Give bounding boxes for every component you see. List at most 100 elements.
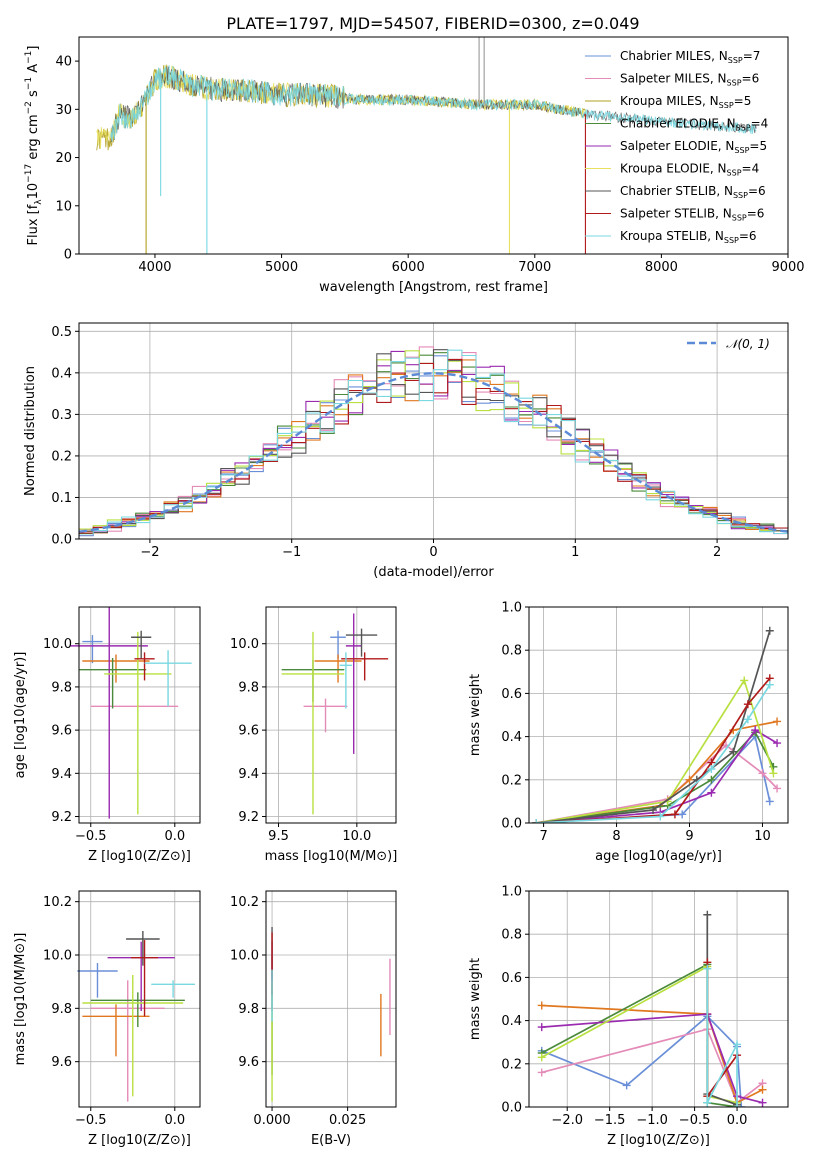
spectrum-frame: 4000 5000 6000 7000 8000 9000 0 10 20 30 40 [55, 36, 805, 275]
y-tick-label: 1.0 [501, 601, 522, 616]
age-vs-Z-ylabel: age [log10(age/yr)] [13, 652, 28, 779]
x-tick-label: 9 [685, 829, 693, 844]
y-tick-label: 9.8 [238, 680, 259, 695]
legend-nssp: =5 [734, 94, 752, 108]
weight-marker [758, 1098, 767, 1107]
age-vs-Z-xlabel: Z [log10(Z/Z⊙)] [88, 849, 191, 864]
mass-vs-Z-xlabel: Z [log10(Z/Z⊙)] [88, 1133, 191, 1148]
legend-nssp: =6 [748, 184, 766, 198]
legend-sub: SSP [734, 146, 749, 155]
legend-gauss-label: 𝒩(0, 1) [726, 337, 770, 351]
ylabel-part: s [26, 90, 41, 101]
spectrum-ylabel: Flux [fλ10−17 erg cm−2 s−1 A−1] [24, 46, 44, 246]
axes-frame [78, 606, 201, 824]
age-vs-mass-axes [266, 607, 396, 823]
legend-sub: SSP [728, 56, 743, 65]
y-tick-label: 40 [55, 55, 72, 70]
x-tick-label: 0.025 [329, 1113, 366, 1128]
spectrum-line-kroupa-stelib [110, 65, 757, 142]
legend-entry: Kroupa MILES, NSSP=5 [620, 94, 751, 110]
legend-nssp: =4 [742, 162, 760, 176]
x-tick-label: 1 [571, 545, 579, 560]
x-tick-label: 7000 [518, 260, 551, 275]
axes-frame [265, 890, 397, 1108]
x-tick-label: −1.0 [636, 1113, 668, 1128]
y-tick-label: 0.8 [501, 644, 522, 659]
y-tick-label: 0.0 [51, 533, 72, 548]
ylabel-part: −1 [24, 51, 34, 64]
mass-vs-EBV-frame: 0.000 0.025 9.6 9.8 10.0 10.2 [230, 890, 397, 1128]
x-tick-label: −2 [140, 545, 159, 560]
age-vs-Z-plot [70, 607, 192, 819]
gaussian-curve [79, 372, 788, 533]
weight-line [541, 1013, 763, 1104]
legend-sub: SSP [733, 191, 748, 200]
weight-vs-Z-ylabel: mass weight [468, 958, 483, 1040]
weight-line [536, 728, 778, 823]
mass-vs-Z-frame: −0.5 0.0 9.6 9.8 10.0 10.2 [43, 890, 201, 1128]
age-vs-Z-frame: −0.5 0.0 9.2 9.4 9.6 9.8 10.0 [43, 606, 201, 844]
y-tick-label: 0 [64, 248, 72, 263]
y-tick-label: 0.1 [51, 491, 72, 506]
y-tick-label: 0.0 [501, 817, 522, 832]
weight-marker [773, 784, 782, 793]
weight-marker [737, 1103, 746, 1107]
y-tick-label: 0.6 [501, 971, 522, 986]
y-tick-label: 9.4 [238, 767, 259, 782]
weight-marker [773, 717, 782, 726]
weight-marker [537, 1053, 546, 1062]
y-tick-label: 0.6 [501, 687, 522, 702]
legend-sub: SSP [727, 79, 742, 88]
y-tick-label: 9.6 [51, 1055, 72, 1070]
x-tick-label: 9.5 [268, 829, 289, 844]
x-tick-label: −1.5 [594, 1113, 626, 1128]
y-tick-label: 1.0 [501, 885, 522, 900]
x-tick-label: 8 [612, 829, 620, 844]
y-tick-label: 10.2 [230, 895, 259, 910]
ylabel-part: λ [34, 199, 44, 205]
weight-line [536, 630, 771, 823]
weight-marker [740, 676, 749, 685]
ylabel-part: −1 [24, 77, 34, 90]
ylabel-part: 10 [26, 183, 41, 200]
x-tick-label: 5000 [265, 260, 298, 275]
weight-vs-age-axes [529, 606, 788, 824]
legend-entry: Salpeter STELIB, NSSP=6 [620, 207, 764, 223]
weight-vs-age-plot [532, 626, 782, 823]
weight-vs-Z-xlabel: Z [log10(Z/Z⊙)] [607, 1133, 710, 1148]
y-tick-label: 0.8 [501, 928, 522, 943]
weight-marker [765, 680, 774, 689]
weight-marker [743, 715, 752, 724]
legend-nssp: =6 [747, 207, 765, 221]
y-tick-label: 9.4 [51, 767, 72, 782]
y-tick-label: 9.8 [238, 1002, 259, 1017]
x-tick-label: 10 [754, 829, 771, 844]
x-tick-label: 4000 [138, 260, 171, 275]
x-tick-label: 2 [713, 545, 721, 560]
spectrum-legend: Chabrier MILES, NSSP=7 Salpeter MILES, NS… [585, 49, 768, 245]
x-tick-label: 0.0 [164, 829, 185, 844]
x-tick-label: 0 [429, 545, 437, 560]
spectrum-plot [96, 37, 757, 254]
y-tick-label: 9.8 [51, 680, 72, 695]
x-tick-label: 10.0 [342, 829, 371, 844]
weight-marker [765, 626, 774, 635]
y-tick-label: 9.6 [51, 724, 72, 739]
weight-vs-age-frame: 7 8 9 10 0.0 0.2 0.4 0.6 0.8 1.0 [501, 601, 789, 844]
weight-marker [537, 1001, 546, 1010]
y-tick-label: 20 [55, 151, 72, 166]
mass-vs-Z-ylabel: mass [log10(M/M⊙)] [13, 933, 28, 1066]
weight-marker [537, 1023, 546, 1032]
y-tick-label: 10.0 [43, 637, 72, 652]
age-vs-mass-frame: 9.5 10.0 9.2 9.4 9.6 9.8 10.0 [230, 606, 397, 844]
weight-marker [537, 1068, 546, 1077]
spectrum-line-chabrier-stelib [110, 65, 757, 143]
weight-marker [707, 775, 716, 784]
x-tick-label: 8000 [645, 260, 678, 275]
weight-vs-Z-frame: −2.0 −1.5 −1.0 −0.5 0.0 0.0 0.2 0.4 0.6 0.8 1.0 [501, 885, 789, 1128]
mass-vs-EBV-plot [271, 927, 391, 1102]
weight-marker [649, 806, 658, 815]
y-tick-label: 0.4 [501, 730, 522, 745]
y-tick-label: 0.5 [51, 325, 72, 340]
weight-line [706, 968, 738, 1107]
